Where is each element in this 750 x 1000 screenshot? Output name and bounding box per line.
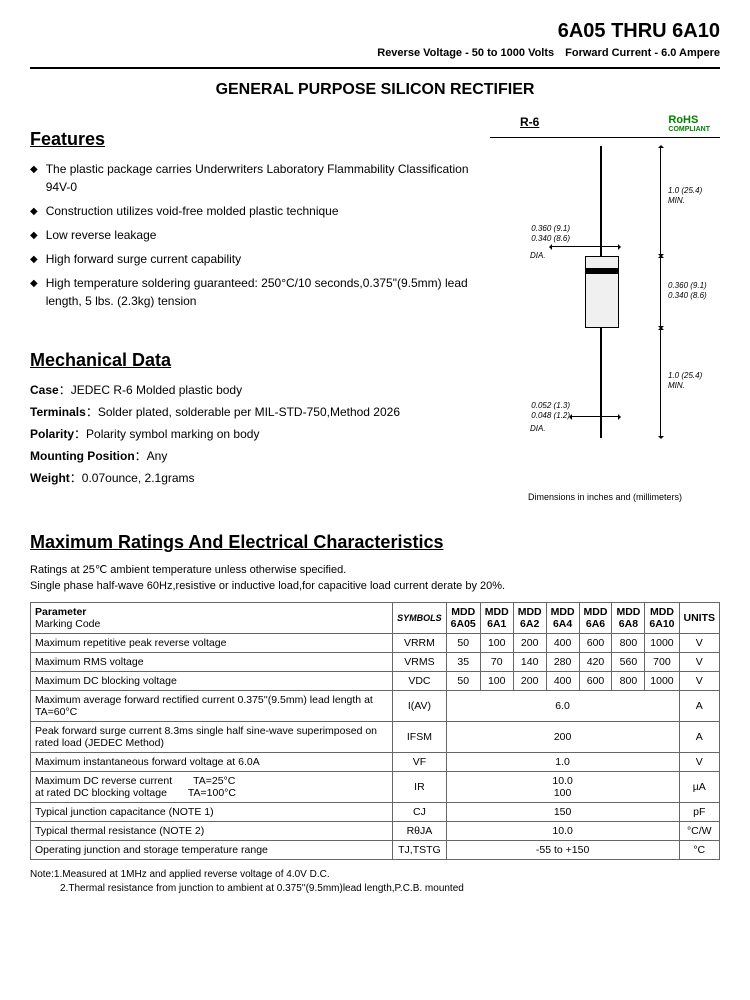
ratings-heading: Maximum Ratings And Electrical Character… [30, 532, 720, 553]
feature-item: High temperature soldering guaranteed: 2… [30, 274, 470, 310]
ratings-note2: Single phase half-wave 60Hz,resistive or… [30, 580, 720, 592]
mechanical-heading: Mechanical Data [30, 350, 470, 371]
features-list: The plastic package carries Underwriters… [30, 160, 470, 310]
main-title: GENERAL PURPOSE SILICON RECTIFIER [30, 81, 720, 99]
features-heading: Features [30, 129, 470, 150]
package-diagram: R-6 RoHSCOMPLIANT 1.0 (25.4) MIN. 0.360 … [490, 115, 720, 502]
mech-mounting: Mounting Position：Any [30, 447, 470, 465]
footnote: Note:1.Measured at 1MHz and applied reve… [30, 868, 720, 896]
mech-weight: Weight：0.07ounce, 2.1grams [30, 469, 470, 487]
header-subtitle: Reverse Voltage - 50 to 1000 Volts Forwa… [30, 47, 720, 69]
mech-terminals: Terminals：Solder plated, solderable per … [30, 403, 470, 421]
mech-case: Case：JEDEC R-6 Molded plastic body [30, 381, 470, 399]
feature-item: Low reverse leakage [30, 226, 470, 244]
feature-item: High forward surge current capability [30, 250, 470, 268]
package-label: R-6 [520, 115, 539, 133]
diagram-caption: Dimensions in inches and (millimeters) [490, 492, 720, 502]
ratings-table: ParameterMarking CodeSYMBOLSMDD6A05MDD6A… [30, 602, 720, 860]
rohs-icon: RoHSCOMPLIANT [668, 115, 710, 133]
feature-item: The plastic package carries Underwriters… [30, 160, 470, 196]
ratings-note1: Ratings at 25℃ ambient temperature unles… [30, 563, 720, 576]
feature-item: Construction utilizes void-free molded p… [30, 202, 470, 220]
mech-polarity: Polarity：Polarity symbol marking on body [30, 425, 470, 443]
header-title: 6A05 THRU 6A10 [30, 20, 720, 43]
